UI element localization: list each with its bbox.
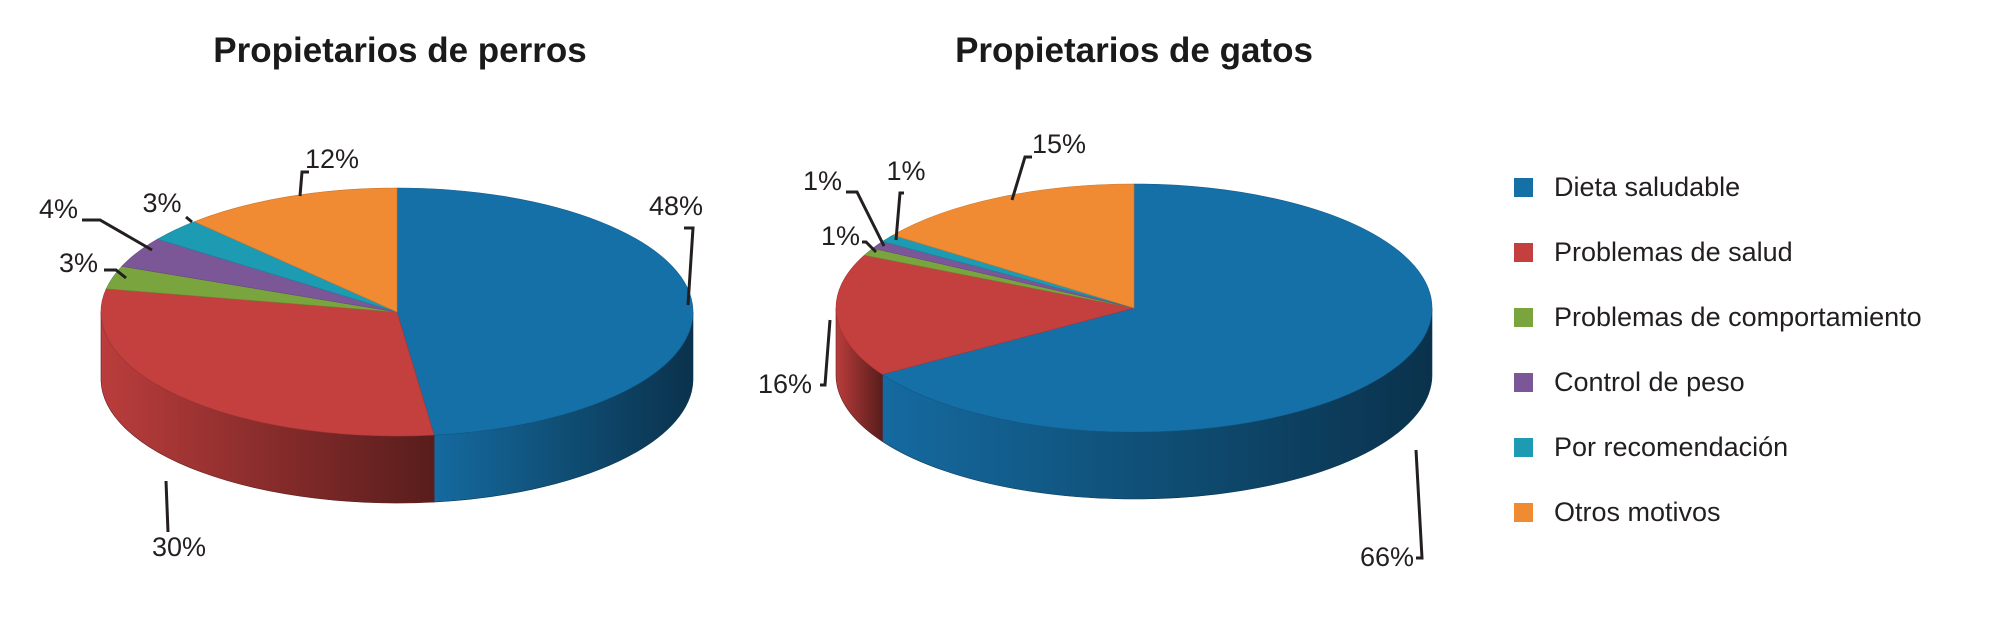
data-label-por-recomendacion: 3% (142, 188, 181, 218)
pie-slice-otros-motivos (193, 187, 398, 313)
leader-line (164, 480, 170, 533)
data-label-problemas-de-salud: 16% (758, 369, 812, 399)
legend-label: Dieta saludable (1554, 172, 1741, 202)
leader-line (1010, 155, 1032, 201)
legend-label: Otros motivos (1554, 497, 1721, 527)
pie-chart-dogs: 48% 30% 3% 4% 3% 12% (39, 144, 703, 562)
data-label-otros-motivos: 15% (1032, 129, 1086, 159)
leader-line (820, 319, 832, 387)
pie-slice-otros-motivos (892, 183, 1135, 309)
chart-title-dogs: Propietarios de perros (213, 31, 586, 70)
pie-slice-problemas-de-salud (100, 288, 435, 437)
leader-line (862, 240, 878, 254)
legend-swatch (1514, 243, 1533, 262)
pie-chart-cats: 66% 16% 1% 1% 1% 15% (758, 129, 1433, 572)
legend-swatch (1514, 308, 1533, 327)
legend-swatch (1514, 178, 1533, 197)
legend-label: Control de peso (1554, 367, 1745, 397)
leader-line (894, 191, 904, 241)
legend-swatch (1514, 373, 1533, 392)
legend-swatch (1514, 503, 1533, 522)
data-label-problemas-de-comportamiento: 3% (59, 248, 98, 278)
data-label-dieta-saludable: 66% (1360, 542, 1414, 572)
legend-label: Problemas de comportamiento (1554, 302, 1922, 332)
leader-line (1414, 449, 1424, 560)
chart-title-cats: Propietarios de gatos (955, 31, 1313, 70)
pie-slice-problemas-de-salud (835, 254, 1135, 375)
data-label-problemas-de-salud: 30% (152, 532, 206, 562)
legend-label: Problemas de salud (1554, 237, 1793, 267)
pie-slice-dieta-saludable (396, 187, 694, 436)
data-label-dieta-saludable: 48% (649, 191, 703, 221)
leader-line (298, 170, 309, 197)
data-label-problemas-de-comportamiento: 1% (821, 221, 860, 251)
legend-swatch (1514, 438, 1533, 457)
data-label-control-de-peso: 1% (803, 166, 842, 196)
leader-line (846, 190, 886, 247)
legend-label: Por recomendación (1554, 432, 1789, 462)
data-label-otros-motivos: 12% (305, 144, 359, 174)
data-label-control-de-peso: 4% (39, 194, 78, 224)
data-label-por-recomendacion: 1% (886, 156, 925, 186)
leader-line (185, 215, 193, 224)
leader-line (82, 218, 153, 252)
leader-line (684, 226, 695, 306)
pie-slice-dieta-saludable (881, 183, 1433, 433)
leader-line (104, 268, 127, 280)
